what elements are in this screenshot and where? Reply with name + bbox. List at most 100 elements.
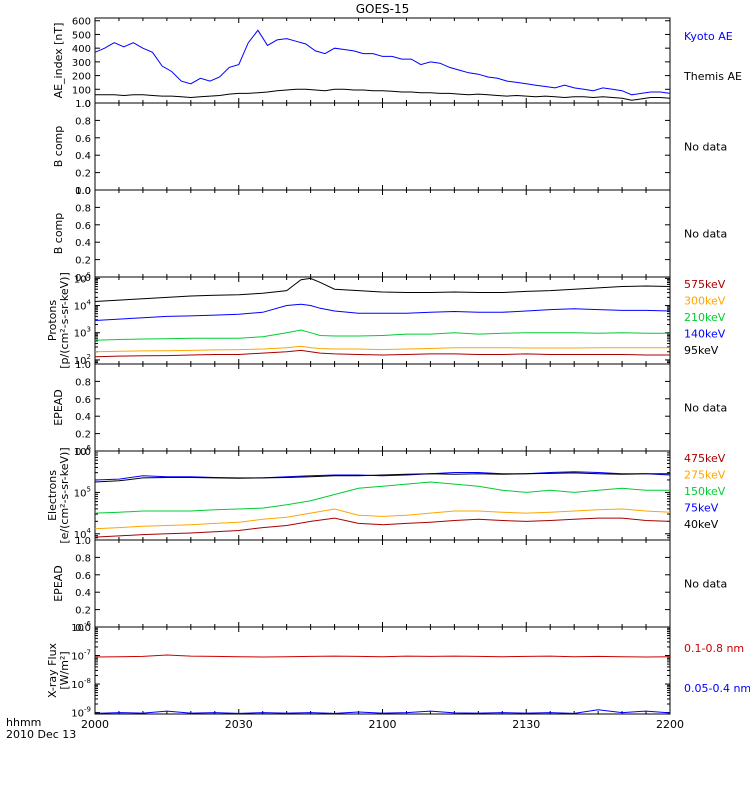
panel-b1: 1.0 0.8 0.6 0.4 0.2 0.0 B comp No data	[52, 99, 727, 197]
y-tick-label: 0.6	[75, 221, 91, 232]
y-tick-label: 0.0	[75, 623, 91, 634]
legend-entry: 140keV	[684, 328, 726, 341]
legend-entry: 575keV	[684, 278, 726, 291]
x-tick-label: 2200	[656, 718, 684, 731]
y-tick-label: 0.0	[75, 273, 91, 284]
legend-entry: 275keV	[684, 469, 726, 482]
y-tick-label: 104	[74, 527, 92, 541]
series-line	[94, 472, 670, 483]
y-axis-label: Protons	[46, 300, 59, 341]
legend-entry: 150keV	[684, 485, 726, 498]
date-label: 2010 Dec 13	[6, 728, 76, 741]
y-tick-label: 1.0	[75, 186, 91, 197]
y-tick-label: 0.2	[75, 606, 91, 617]
series-line	[94, 654, 671, 658]
y-tick-label: 102	[74, 353, 91, 367]
legend-entry: Themis AE	[683, 70, 742, 83]
y-tick-label: 100	[72, 85, 91, 96]
x-tick-label: 2030	[225, 718, 253, 731]
y-tick-label: 0.2	[75, 256, 91, 267]
panel-frame	[94, 189, 671, 278]
panel-ae: 600 500 400 300 200 100 0 AE_index [nT] Kyoto AE…	[52, 17, 742, 110]
y-tick-label: 10-7	[71, 649, 91, 663]
panel-frame	[94, 363, 671, 452]
series-line	[94, 471, 671, 481]
panel-frame	[94, 102, 671, 191]
panel-electrons: 106 105 104 Electrons [e/(cm²-s-sr-keV)] 475k…	[46, 444, 726, 544]
series-line	[94, 329, 670, 341]
y-tick-label: 0.4	[75, 588, 91, 599]
no-data-label: No data	[684, 228, 727, 241]
y-axis-label: AE_index [nT]	[52, 23, 65, 99]
legend-entry: 475keV	[684, 452, 726, 465]
y-tick-label: 0.6	[75, 134, 91, 145]
panel-frame	[94, 450, 671, 541]
y-axis-label: B comp	[52, 213, 65, 255]
series-line	[94, 277, 671, 302]
series-line	[94, 303, 671, 321]
series-line	[94, 481, 670, 514]
y-tick-label: 10-8	[71, 677, 91, 691]
time-format-label: hhmm	[6, 716, 41, 729]
y-tick-label: 0.2	[75, 430, 91, 441]
y-tick-label: 500	[72, 30, 91, 41]
y-axis-label: X-ray Flux	[46, 642, 59, 698]
legend-entry: 0.1-0.8 nm	[684, 642, 744, 655]
y-tick-label: 0.0	[75, 447, 91, 458]
legend-entry: 95keV	[684, 344, 719, 357]
panel-epead2: 1.0 0.8 0.6 0.4 0.2 0.0 EPEAD No data	[52, 536, 727, 634]
legend-entry: 0.05-0.4 nm	[684, 682, 750, 695]
y-tick-label: 0.6	[75, 571, 91, 582]
series-line	[94, 508, 671, 530]
y-tick-label: 0.8	[75, 116, 91, 127]
y-axis-unit: [e/(cm²-s-sr-keV)]	[58, 447, 71, 543]
y-tick-label: 0	[85, 99, 91, 110]
y-tick-label: 1.0	[75, 99, 91, 110]
y-axis-label: EPEAD	[52, 565, 65, 602]
y-tick-label: 105	[74, 485, 91, 499]
no-data-label: No data	[684, 141, 727, 154]
y-tick-label: 0.8	[75, 377, 91, 388]
y-axis-unit: [W/m²]	[58, 651, 71, 689]
y-tick-label: 1.0	[75, 360, 91, 371]
no-data-label: No data	[684, 402, 727, 415]
legend-entry: 210keV	[684, 311, 726, 324]
y-axis-label: Electrons	[46, 470, 59, 521]
series-line	[94, 345, 670, 353]
no-data-label: No data	[684, 578, 727, 591]
series-line	[94, 709, 671, 714]
y-tick-label: 0.8	[75, 203, 91, 214]
y-tick-label: 10-9	[71, 706, 91, 720]
y-axis-label: B comp	[52, 126, 65, 168]
x-tick-label: 2100	[369, 718, 397, 731]
y-tick-label: 400	[72, 44, 91, 55]
legend-entry: 300keV	[684, 295, 726, 308]
panel-xray: 10-6 10-7 10-8 10-9 X-ray Flux [W/m²] 0.1-0.8 …	[46, 620, 750, 720]
panel-frame	[94, 539, 671, 628]
panel-b2: 1.0 0.8 0.6 0.4 0.2 0.0 B comp No data	[52, 186, 727, 284]
figure-title: GOES-15	[356, 2, 410, 16]
legend-entry: 75keV	[684, 502, 719, 515]
y-tick-label: 0.0	[75, 186, 91, 197]
legend-entry: 40keV	[684, 518, 719, 531]
y-tick-label: 600	[72, 17, 91, 28]
y-tick-label: 0.6	[75, 395, 91, 406]
y-axis-label: EPEAD	[52, 389, 65, 426]
y-tick-label: 0.8	[75, 553, 91, 564]
y-tick-label: 0.4	[75, 238, 91, 249]
y-tick-label: 103	[74, 326, 91, 340]
y-tick-label: 0.4	[75, 151, 91, 162]
legend-entry: Kyoto AE	[684, 30, 733, 43]
y-tick-label: 300	[72, 58, 91, 69]
x-tick-label: 2000	[81, 718, 109, 731]
series-line	[94, 29, 671, 96]
y-axis-unit: [p/(cm²-s-sr-keV)]	[58, 272, 71, 369]
panel-frame	[94, 626, 671, 715]
series-line	[94, 349, 670, 358]
y-tick-label: 106	[74, 444, 92, 458]
y-tick-label: 0.2	[75, 169, 91, 180]
panel-epead1: 1.0 0.8 0.6 0.4 0.2 0.0 EPEAD No data	[52, 360, 727, 458]
y-tick-label: 10-6	[71, 620, 91, 634]
y-tick-label: 200	[72, 72, 91, 83]
